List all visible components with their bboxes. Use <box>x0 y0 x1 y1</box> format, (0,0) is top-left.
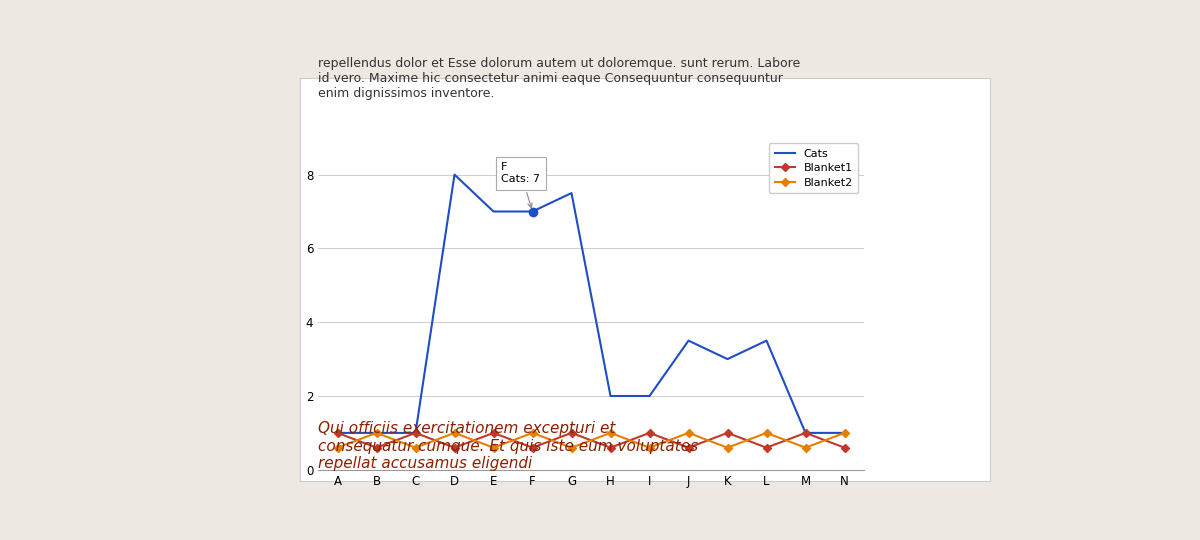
Text: Qui officiis exercitationem excepturi et
consequatur cumque. Et quis iste eum vo: Qui officiis exercitationem excepturi et… <box>318 421 698 471</box>
Text: repellendus dolor et Esse dolorum autem ut doloremque. sunt rerum. Labore
id ver: repellendus dolor et Esse dolorum autem … <box>318 57 800 100</box>
Text: F
Cats: 7: F Cats: 7 <box>502 163 540 208</box>
Legend: Cats, Blanket1, Blanket2: Cats, Blanket1, Blanket2 <box>769 143 858 193</box>
